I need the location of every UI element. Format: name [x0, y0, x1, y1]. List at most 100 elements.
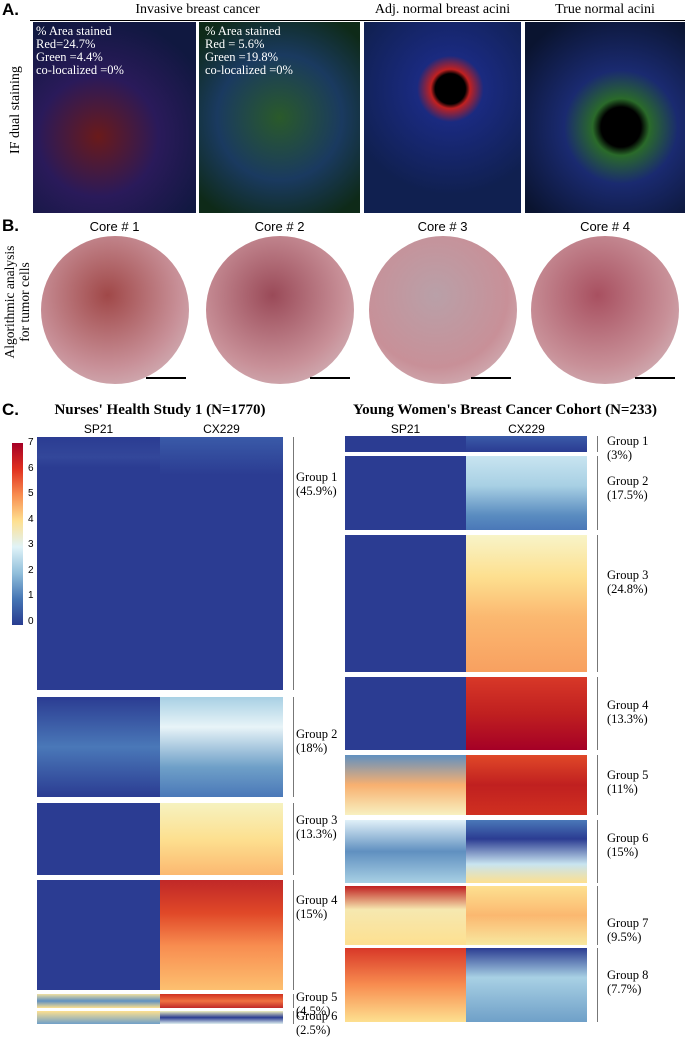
- overlay-line: Red = 5.6%: [205, 37, 265, 51]
- column-label: SP21: [390, 422, 421, 436]
- column-label: CX229: [203, 422, 240, 436]
- heatmap-block: [466, 820, 587, 883]
- cohort-title: Nurses' Health Study 1 (N=1770): [54, 402, 266, 418]
- overlay-line: Green =4.4%: [36, 50, 103, 64]
- group-name: Group 8: [607, 968, 649, 982]
- dendrogram: [589, 535, 598, 672]
- dendrogram: [589, 948, 598, 1022]
- heatmap-block: [345, 677, 466, 750]
- side-label: Algorithmic analysis for tumor cells: [2, 232, 32, 372]
- panel-label: A.: [2, 0, 19, 19]
- core-label: Core # 2: [254, 219, 305, 234]
- heatmap-block: [37, 697, 160, 797]
- colorbar-tick-label: 0: [28, 615, 34, 627]
- group-share: (17.5%): [607, 488, 648, 502]
- overlay-line: co-localized =0%: [36, 63, 124, 77]
- core-label: Core # 4: [580, 219, 630, 234]
- column-label: SP21: [83, 422, 114, 436]
- overlay-text: % Area stained Red=24.7% Green =4.4% co-loc…: [36, 25, 124, 77]
- dendrogram: [589, 755, 598, 815]
- heatmap-block: [466, 948, 587, 1022]
- dendrogram: [285, 1011, 294, 1024]
- group-name: Group 6: [607, 831, 649, 845]
- colorbar: [12, 443, 23, 625]
- dendrogram: [285, 994, 294, 1008]
- dendrogram: [285, 697, 294, 797]
- panel-label: C.: [2, 400, 19, 419]
- heatmap-block: [466, 677, 587, 750]
- heatmap-block: [37, 803, 160, 875]
- heatmap-block: [37, 994, 160, 1008]
- group-label: Group 7 (9.5%): [607, 916, 648, 944]
- micrograph: [364, 22, 521, 213]
- core-label: Core # 1: [89, 219, 140, 234]
- cohort-title: Young Women's Breast Cancer Cohort (N=23…: [353, 402, 657, 418]
- heatmap-block: [345, 456, 466, 530]
- group-share: (13.3%): [296, 827, 337, 841]
- group-name: Group 5: [607, 768, 649, 782]
- group-label: Group 6 (2.5%): [296, 1009, 337, 1037]
- column-label: CX229: [508, 422, 545, 436]
- tissue-core: [205, 236, 354, 384]
- group-name: Group 3: [607, 568, 649, 582]
- column-header: Invasive breast cancer: [135, 2, 260, 17]
- group-share: (24.8%): [607, 582, 648, 596]
- group-label: Group 8 (7.7%): [607, 968, 648, 996]
- heatmap-block: [37, 437, 160, 690]
- group-name: Group 4: [296, 893, 338, 907]
- heatmap-block: [345, 820, 466, 883]
- heatmap-block: [160, 880, 283, 990]
- heatmap-block: [345, 886, 466, 945]
- group-label: Group 3 (24.8%): [607, 568, 648, 596]
- group-label: Group 5 (4.5%): [296, 990, 337, 1018]
- group-share: (13.3%): [607, 712, 648, 726]
- header-rule: [30, 20, 685, 21]
- overlay-line: co-localized =0%: [205, 63, 293, 77]
- group-name: Group 3: [296, 813, 338, 827]
- micrograph: % Area stained Red=24.7% Green =4.4% co-loc…: [33, 22, 196, 213]
- tissue-core: [40, 236, 189, 384]
- group-label: Group 5 (11%): [607, 768, 648, 796]
- heatmap-block: [160, 437, 283, 690]
- heatmap-block: [466, 886, 587, 945]
- group-share: (18%): [296, 741, 328, 755]
- dendrogram: [285, 880, 294, 990]
- heatmap-block: [345, 436, 466, 452]
- heatmap-block: [345, 948, 466, 1022]
- heatmap-block: [160, 994, 283, 1008]
- column-header: True normal acini: [555, 2, 655, 17]
- overlay-line: % Area stained: [205, 24, 281, 38]
- group-name: Group 6: [296, 1009, 338, 1023]
- overlay-line: Red=24.7%: [36, 37, 96, 51]
- group-share: (9.5%): [607, 930, 642, 944]
- dendrogram: [589, 436, 598, 452]
- group-label: Group 2 (17.5%): [607, 474, 648, 502]
- micrograph: [525, 22, 685, 213]
- scale-bar: [146, 377, 186, 379]
- tissue-core: [368, 236, 517, 384]
- dendrogram: [285, 437, 294, 690]
- colorbar-tick-label: 1: [28, 590, 34, 601]
- group-label: Group 4 (15%): [296, 893, 337, 921]
- colorbar-tick-label: 7: [28, 437, 34, 448]
- group-label: Group 3 (13.3%): [296, 813, 337, 841]
- colorbar-tick-label: 2: [28, 564, 34, 576]
- heatmap-block: [37, 880, 160, 990]
- side-label: IF dual staining: [8, 66, 23, 154]
- heatmap-block: [160, 803, 283, 875]
- column-header: Adj. normal breast acini: [374, 2, 511, 17]
- group-name: Group 1: [607, 434, 649, 448]
- heatmap-block: [37, 1011, 160, 1024]
- scale-bar: [310, 377, 350, 379]
- group-share: (4.5%): [296, 1004, 331, 1018]
- group-share: (2.5%): [296, 1023, 331, 1037]
- colorbar-tick-label: 5: [28, 488, 34, 499]
- group-label: Group 1 (45.9%): [296, 470, 337, 498]
- panel-label: B.: [2, 216, 19, 235]
- heatmap-block: [160, 697, 283, 797]
- dendrogram: [589, 820, 598, 883]
- overlay-text: % Area stained Red = 5.6% Green =19.8% co-l…: [205, 25, 293, 77]
- group-label: Group 4 (13.3%): [607, 698, 648, 726]
- dendrogram: [285, 803, 294, 875]
